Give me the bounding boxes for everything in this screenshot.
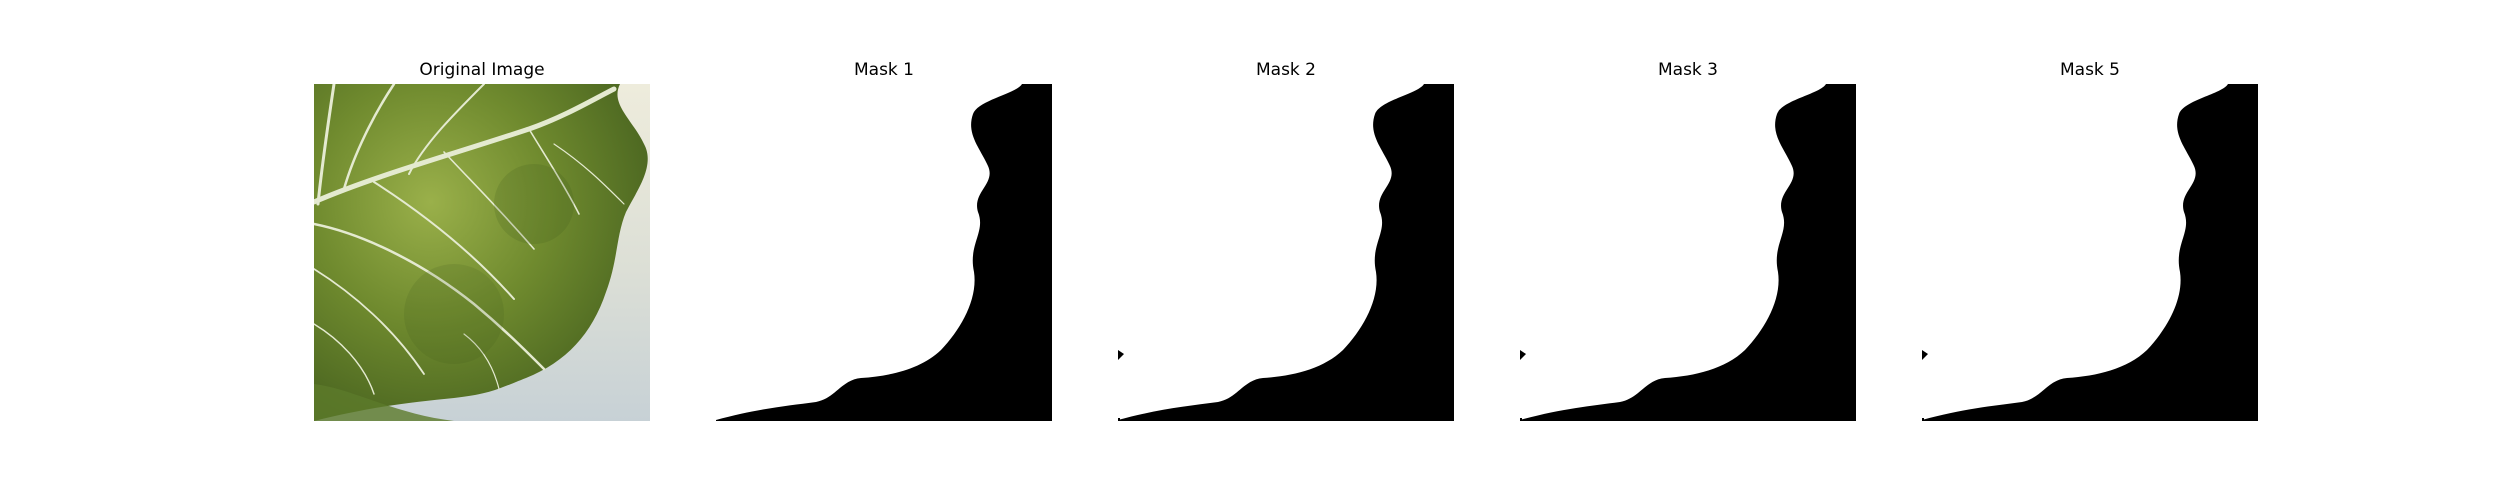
mask-2-image: [1118, 84, 1454, 421]
panel-title: Mask 3: [1657, 60, 1718, 80]
mask-1-image: [716, 84, 1052, 421]
panel-title: Mask 1: [853, 60, 914, 80]
mask-3-image: [1520, 84, 1856, 421]
original-leaf-image: [314, 84, 650, 421]
mask-5-image: [1922, 84, 2258, 421]
panel-title: Mask 2: [1255, 60, 1316, 80]
panel-title: Original Image: [419, 60, 545, 80]
panel-title: Mask 5: [2059, 60, 2120, 80]
